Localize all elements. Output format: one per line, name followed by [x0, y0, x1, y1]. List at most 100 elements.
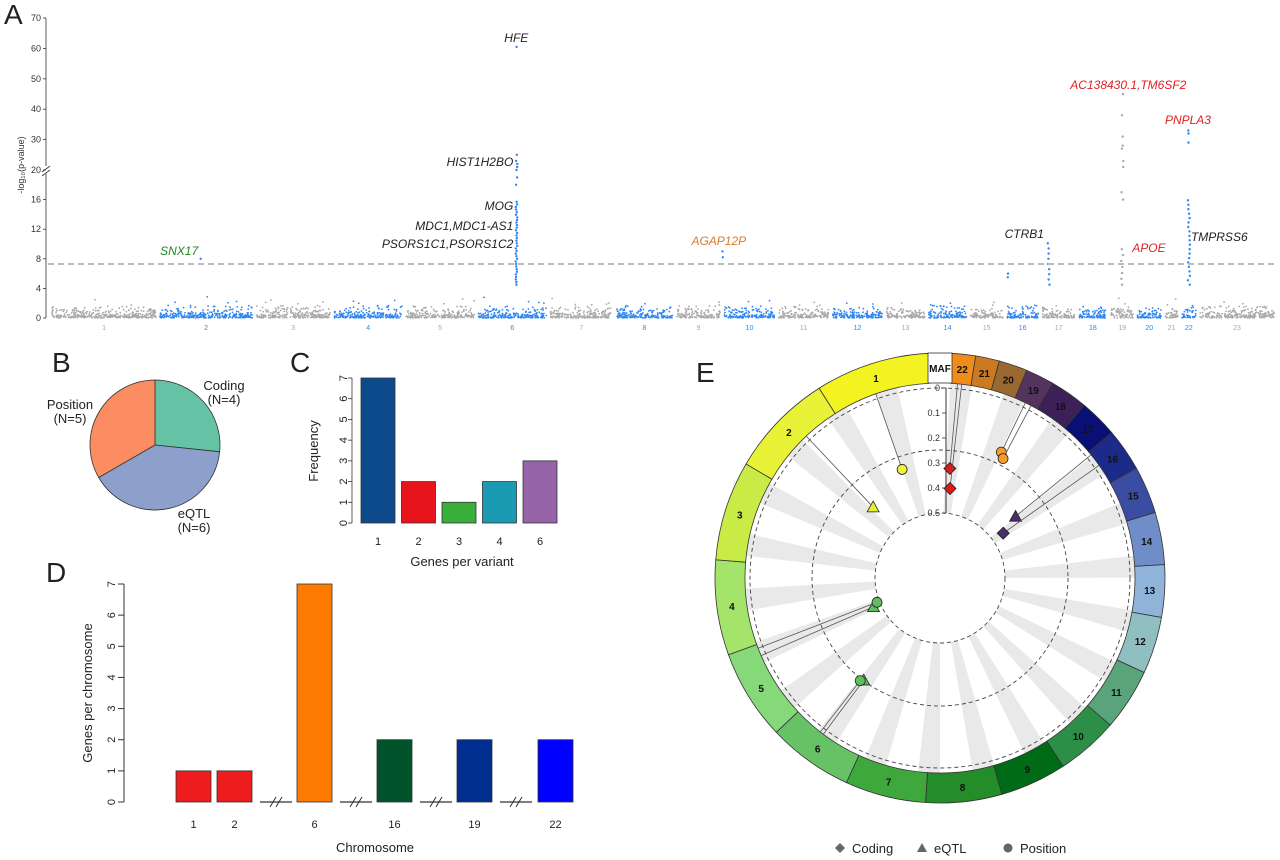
snp-point: [1001, 316, 1004, 319]
snp-point: [902, 315, 905, 318]
snp-point: [456, 316, 459, 319]
snp-point: [642, 308, 645, 311]
snp-point: [100, 306, 102, 309]
snp-point: [209, 315, 211, 318]
snp-point: [843, 310, 846, 313]
snp-point: [81, 311, 84, 313]
snp-point: [716, 317, 718, 319]
snp-point: [937, 316, 940, 318]
snp-point: [930, 310, 932, 312]
snp-point: [1015, 315, 1017, 318]
snp-point: [818, 315, 821, 317]
peak-snp-point: [1121, 198, 1125, 201]
peak-snp-point: [1047, 252, 1050, 255]
snp-point: [751, 305, 754, 308]
snp-point: [1051, 316, 1054, 318]
snp-point: [1201, 311, 1204, 314]
snp-point: [1192, 309, 1194, 312]
snp-point: [188, 315, 190, 318]
snp-point: [365, 309, 368, 311]
snp-point: [801, 309, 804, 312]
background-wedge: [865, 638, 922, 766]
snp-point: [590, 303, 593, 306]
snp-point: [1126, 309, 1129, 312]
snp-point: [542, 307, 544, 310]
snp-point: [898, 315, 900, 318]
snp-point: [961, 311, 963, 314]
snp-point: [429, 312, 432, 315]
peak-snp-point: [514, 278, 517, 281]
snp-point: [1026, 306, 1029, 309]
snp-point: [305, 311, 307, 314]
snp-point: [1218, 313, 1221, 315]
snp-point: [794, 313, 796, 316]
snp-point: [241, 313, 244, 316]
y-tick-label: 20: [31, 165, 41, 175]
snp-point: [819, 311, 822, 313]
snp-point: [1211, 316, 1214, 319]
snp-point: [1020, 314, 1023, 317]
chromosome-label: 22: [1185, 325, 1193, 332]
gene-annotation: AC138430.1,TM6SF2: [1069, 78, 1186, 92]
snp-point: [180, 314, 183, 317]
snp-point: [981, 312, 983, 314]
snp-point: [1264, 311, 1267, 314]
snp-point: [875, 311, 878, 313]
point-connector: [805, 435, 874, 508]
snp-point: [623, 315, 625, 318]
snp-point: [1255, 311, 1258, 314]
snp-point: [357, 316, 360, 319]
snp-point: [289, 311, 292, 314]
snp-point: [1090, 315, 1093, 318]
x-tick-label: 1: [375, 536, 381, 548]
snp-point: [1157, 307, 1160, 310]
snp-point: [1151, 307, 1154, 309]
bar: [537, 739, 574, 803]
snp-point: [512, 313, 515, 316]
snp-point: [617, 315, 619, 317]
snp-point: [192, 312, 194, 314]
snp-point: [1186, 309, 1189, 312]
snp-point: [377, 316, 380, 319]
snp-point: [440, 314, 443, 317]
snp-point: [707, 308, 709, 311]
snp-point: [1260, 310, 1263, 312]
snp-point: [989, 309, 991, 312]
snp-point: [314, 306, 316, 309]
snp-point: [423, 306, 425, 309]
snp-point: [234, 316, 237, 319]
snp-point: [909, 309, 912, 312]
snp-point: [1098, 307, 1100, 310]
snp-point: [267, 314, 270, 317]
point-connector: [820, 680, 861, 733]
snp-point: [231, 308, 234, 311]
snp-point: [688, 305, 690, 308]
maf-label-box: [927, 352, 953, 384]
snp-point: [83, 312, 85, 315]
snp-point: [784, 307, 787, 310]
panel-label-e: E: [696, 357, 715, 388]
snp-point: [343, 309, 346, 312]
snp-point: [558, 307, 561, 310]
snp-point: [557, 314, 560, 316]
snp-point: [559, 306, 562, 309]
snp-point: [577, 316, 580, 319]
snp-point: [1165, 316, 1168, 319]
snp-point: [920, 312, 923, 314]
snp-point: [684, 307, 687, 310]
snp-point: [759, 305, 762, 307]
snp-point: [443, 309, 445, 312]
snp-point: [552, 315, 555, 317]
snp-point: [1022, 315, 1025, 318]
snp-point: [482, 315, 485, 318]
snp-point: [473, 313, 476, 316]
chromosome-points-11: [777, 301, 830, 319]
snp-point: [1249, 316, 1252, 318]
snp-point: [210, 311, 213, 314]
snp-point: [944, 316, 946, 319]
snp-point: [948, 313, 951, 316]
snp-point: [669, 306, 672, 308]
snp-point: [771, 311, 773, 314]
snp-point: [262, 316, 265, 319]
chromosome-points-3: [255, 299, 331, 319]
